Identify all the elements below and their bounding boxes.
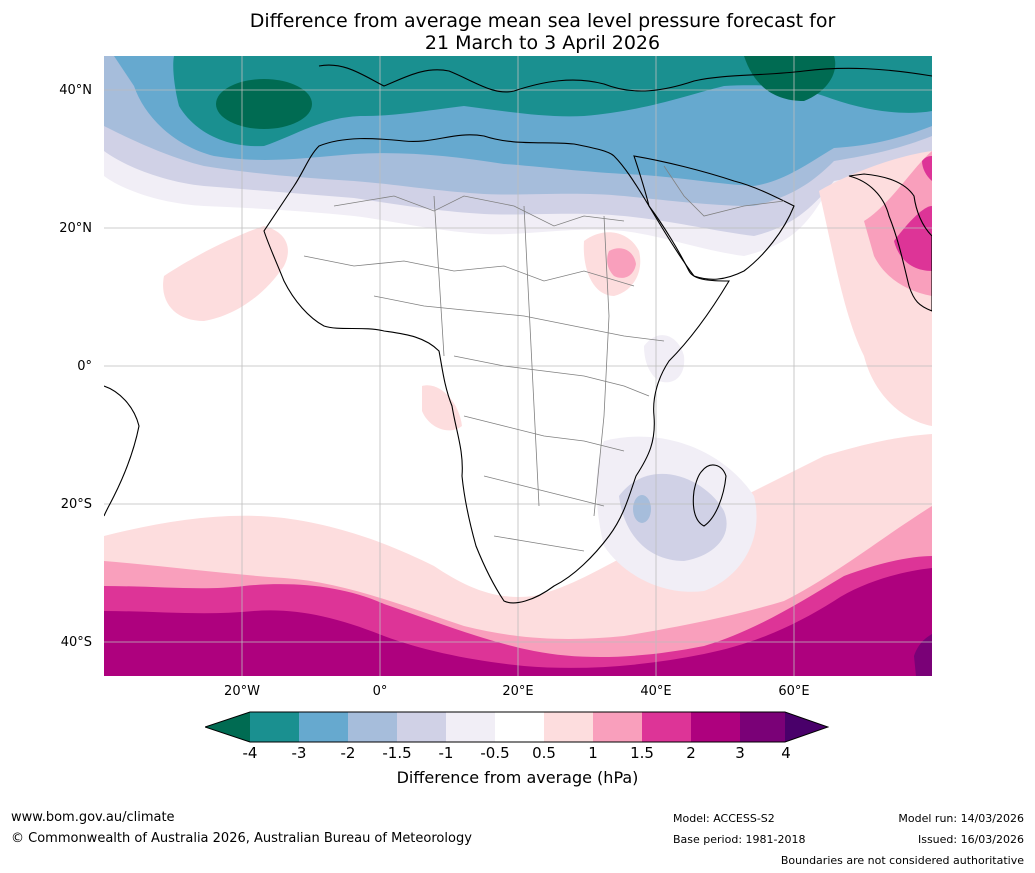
border-segment bbox=[483, 475, 605, 507]
colorbar-graphic bbox=[203, 711, 830, 743]
border-segment bbox=[523, 205, 540, 507]
border-segment bbox=[463, 415, 625, 452]
border-segment bbox=[433, 195, 445, 357]
anomaly-region-p3-south bbox=[914, 634, 932, 676]
europe-coastline bbox=[318, 64, 932, 93]
colorbar-swatch bbox=[348, 712, 397, 742]
colorbar-swatch bbox=[642, 712, 691, 742]
africa-coastline bbox=[263, 134, 730, 604]
lon-label-20e: 20°E bbox=[502, 684, 534, 699]
lat-label-20s: 20°S bbox=[60, 497, 92, 512]
anomaly-region-p2-south bbox=[104, 568, 932, 676]
border-segment bbox=[333, 195, 625, 227]
lat-label-20n: 20°N bbox=[59, 221, 92, 236]
graticule bbox=[104, 56, 932, 676]
colorbar-tick: 2 bbox=[686, 744, 696, 762]
title-line-1: Difference from average mean sea level p… bbox=[249, 10, 836, 32]
lat-label-equator: 0° bbox=[77, 359, 92, 374]
colorbar-tick: 3 bbox=[735, 744, 745, 762]
anomaly-region-m2-southeast bbox=[633, 495, 651, 523]
colorbar-extend-high bbox=[785, 712, 828, 742]
lon-label-0: 0° bbox=[372, 684, 388, 699]
colorbar-swatch bbox=[740, 712, 785, 742]
south-america-coastline bbox=[104, 385, 140, 517]
colorbar bbox=[203, 711, 830, 743]
colorbar-tick: -1.5 bbox=[382, 744, 412, 762]
border-segment bbox=[593, 215, 610, 517]
colorbar-tick: -2 bbox=[340, 744, 356, 762]
title-line-2: 21 March to 3 April 2026 bbox=[424, 32, 661, 54]
arabia-coastline bbox=[633, 155, 795, 280]
anomaly-region-p15-india-north bbox=[922, 156, 932, 181]
coastlines bbox=[104, 64, 932, 604]
india-coastline bbox=[848, 173, 932, 312]
lon-label-20w: 20°W bbox=[224, 684, 260, 699]
anomaly-region-m15-southeast bbox=[619, 473, 727, 561]
colorbar-swatch bbox=[544, 712, 593, 742]
base-period: Base period: 1981-2018 bbox=[673, 833, 806, 846]
lon-label-60e: 60°E bbox=[778, 684, 810, 699]
colorbar-label: Difference from average (hPa) bbox=[396, 768, 639, 787]
colorbar-swatch bbox=[397, 712, 446, 742]
copyright-text: © Commonwealth of Australia 2026, Austra… bbox=[11, 831, 472, 846]
map-panel bbox=[104, 56, 932, 676]
colorbar-tick: 0.5 bbox=[532, 744, 556, 762]
colorbar-tick: -4 bbox=[242, 744, 258, 762]
issued-date: Issued: 16/03/2026 bbox=[917, 833, 1024, 846]
colorbar-swatch bbox=[495, 712, 544, 742]
lat-label-40n: 40°N bbox=[59, 83, 92, 98]
colorbar-swatch bbox=[446, 712, 495, 742]
border-segment bbox=[373, 295, 665, 342]
boundaries-disclaimer: Boundaries are not considered authoritat… bbox=[780, 854, 1024, 867]
colorbar-swatch bbox=[691, 712, 740, 742]
anomaly-region-m1-east bbox=[644, 335, 685, 383]
border-segment bbox=[493, 535, 585, 552]
website-link[interactable]: www.bom.gov.au/climate bbox=[11, 810, 175, 825]
colorbar-ticks: -4 -3 -2 -1.5 -1 -0.5 0.5 1 1.5 2 3 4 bbox=[0, 743, 1035, 765]
lat-label-40s: 40°S bbox=[60, 635, 92, 650]
colorbar-extend-low bbox=[205, 712, 250, 742]
colorbar-tick: 1 bbox=[588, 744, 598, 762]
colorbar-tick: -3 bbox=[291, 744, 307, 762]
colorbar-tick: -1 bbox=[438, 744, 454, 762]
model-name: Model: ACCESS-S2 bbox=[673, 812, 775, 825]
border-segment bbox=[663, 165, 785, 217]
colorbar-swatch bbox=[593, 712, 642, 742]
border-segment bbox=[303, 255, 635, 287]
colorbar-tick: -0.5 bbox=[480, 744, 510, 762]
anomaly-core-lt-m4 bbox=[216, 79, 312, 129]
anomaly-region-p1-east-africa bbox=[607, 248, 636, 278]
anomaly-region-m4-north bbox=[173, 56, 932, 147]
lon-label-40e: 40°E bbox=[640, 684, 672, 699]
madagascar-coastline bbox=[692, 464, 727, 527]
map-title: Difference from average mean sea level p… bbox=[0, 10, 1035, 54]
colorbar-outline bbox=[203, 711, 830, 743]
anomaly-region-p05-west-africa bbox=[163, 226, 288, 321]
model-run-date: Model run: 14/03/2026 bbox=[898, 812, 1024, 825]
colorbar-swatch bbox=[250, 712, 299, 742]
country-boundaries bbox=[303, 165, 785, 552]
border-segment bbox=[453, 355, 650, 397]
pressure-anomaly-map bbox=[104, 56, 932, 676]
anomaly-region-p05-gulf-guinea bbox=[422, 385, 462, 431]
colorbar-tick: 1.5 bbox=[630, 744, 654, 762]
colorbar-tick: 4 bbox=[781, 744, 791, 762]
colorbar-swatch bbox=[299, 712, 348, 742]
